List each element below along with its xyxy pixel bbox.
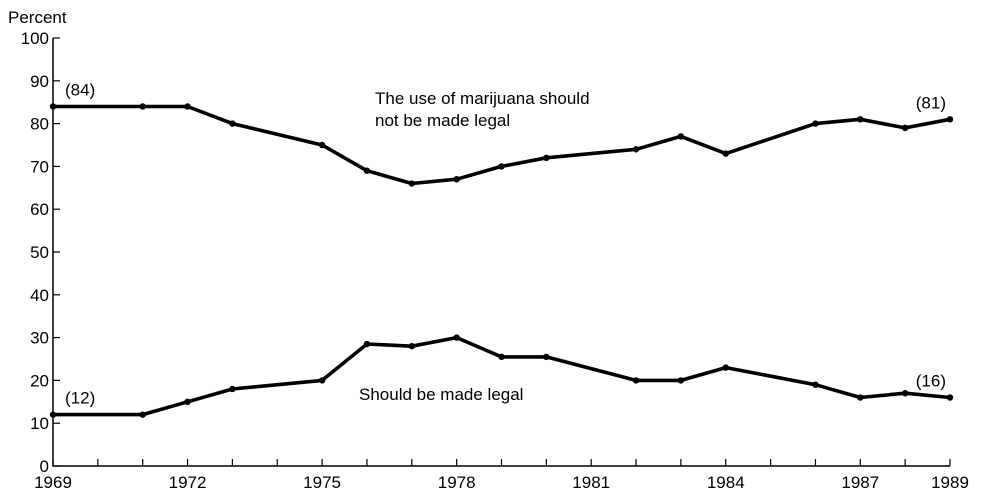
y-tick-label: 70: [30, 157, 49, 176]
x-axis-ticks: 1969 1972 1975 1978 1981 1984 1987 1989: [34, 459, 969, 492]
data-point: [318, 141, 326, 149]
series-1: [49, 103, 954, 187]
data-point: [49, 103, 57, 110]
y-tick-label: 0: [40, 457, 49, 476]
data-point: [49, 411, 57, 418]
y-tick-label: 100: [21, 29, 49, 48]
data-point: [139, 103, 146, 110]
series-labels: The use of marijuana should not be made l…: [359, 89, 590, 404]
data-point: [318, 377, 326, 384]
y-axis-label: Percent: [8, 8, 67, 27]
data-point: [901, 390, 909, 397]
x-tick-label: 1987: [841, 473, 879, 492]
annotations: (84) (81) (12) (16): [65, 80, 946, 407]
y-tick-label: 20: [30, 371, 49, 390]
data-point: [677, 133, 685, 140]
y-tick-label: 10: [30, 414, 49, 433]
value-annotation: (81): [916, 93, 946, 112]
x-tick-label: 1984: [707, 473, 745, 492]
data-point: [363, 167, 371, 174]
data-point: [812, 120, 819, 127]
data-point: [632, 146, 640, 153]
series-label: not be made legal: [375, 111, 510, 130]
series-label: Should be made legal: [359, 385, 523, 404]
value-annotation: (12): [65, 389, 95, 408]
data-point: [498, 163, 505, 170]
data-point: [453, 334, 460, 341]
y-tick-label: 80: [30, 115, 49, 134]
y-tick-label: 90: [30, 72, 49, 91]
data-point: [229, 385, 236, 393]
y-tick-label: 50: [30, 243, 49, 262]
y-tick-label: 40: [30, 286, 49, 305]
y-tick-label: 30: [30, 329, 49, 348]
series-label: The use of marijuana should: [375, 89, 590, 108]
value-annotation: (16): [916, 372, 946, 391]
data-point: [408, 342, 415, 350]
y-axis-ticks: 0 10 20 30 40 50 60 70 80 90 100: [21, 29, 60, 476]
data-point: [543, 353, 550, 361]
data-point: [677, 377, 685, 384]
data-point: [184, 398, 191, 405]
data-point: [453, 176, 460, 183]
series-2: [49, 334, 954, 418]
data-point: [498, 353, 505, 361]
data-point: [901, 124, 909, 132]
x-tick-label: 1989: [931, 473, 969, 492]
series-group: [49, 103, 954, 418]
data-point: [946, 394, 954, 401]
data-point: [812, 381, 819, 388]
data-point: [229, 120, 236, 127]
data-point: [632, 377, 640, 384]
x-tick-label: 1981: [572, 473, 610, 492]
data-point: [857, 116, 864, 123]
data-point: [408, 180, 415, 187]
data-point: [184, 103, 191, 110]
y-tick-label: 60: [30, 200, 49, 219]
data-point: [722, 364, 729, 371]
data-point: [946, 116, 954, 123]
x-tick-label: 1969: [34, 473, 72, 492]
data-point: [543, 154, 550, 162]
value-annotation: (84): [65, 80, 95, 99]
data-point: [857, 394, 864, 401]
data-point: [363, 340, 371, 348]
x-tick-label: 1978: [438, 473, 476, 492]
data-point: [139, 411, 146, 418]
data-point: [722, 150, 729, 157]
x-tick-label: 1975: [303, 473, 341, 492]
x-tick-label: 1972: [169, 473, 207, 492]
